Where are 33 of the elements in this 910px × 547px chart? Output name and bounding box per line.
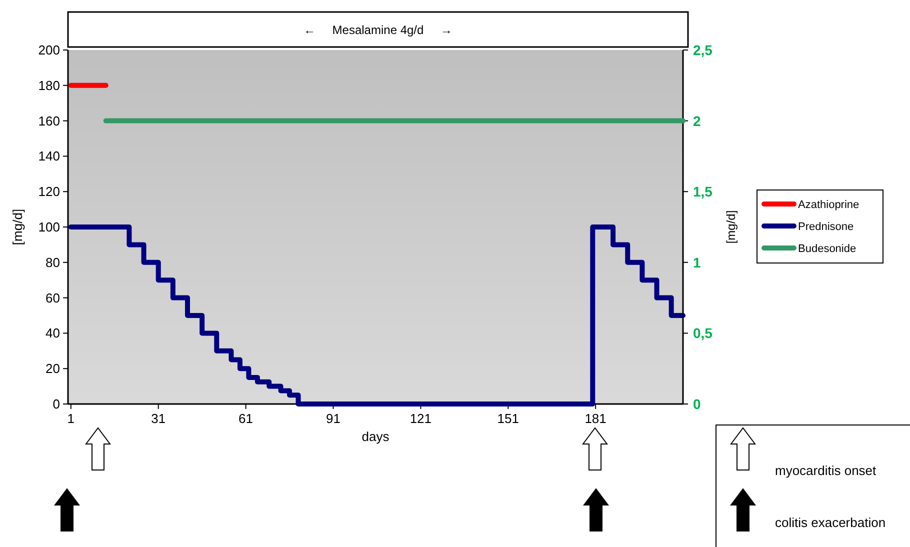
y-tick-label: 140 xyxy=(38,148,60,164)
chart-title: ← Mesalamine 4g/d → xyxy=(304,23,452,37)
y2-tick-label: 2 xyxy=(693,112,701,129)
x-tick-label: 181 xyxy=(584,411,606,426)
y2-tick-label: 0 xyxy=(693,396,701,412)
y2-tick-label: 2,5 xyxy=(693,42,713,58)
legend-label: Azathioprine xyxy=(798,199,860,211)
y2-tick-label: 0,5 xyxy=(693,325,713,342)
y2-axis-title: [mg/d] xyxy=(724,210,738,244)
legend-label: Budesonide xyxy=(798,243,856,255)
y-tick-label: 60 xyxy=(46,290,60,306)
text: myocarditis onset xyxy=(775,463,877,478)
y2-tick-label: 1 xyxy=(693,254,701,270)
y-tick-label: 100 xyxy=(38,220,60,234)
y-tick-label: 200 xyxy=(38,42,60,58)
x-tick-label: 31 xyxy=(151,411,166,426)
y-tick-label: 20 xyxy=(46,361,60,376)
y-tick-label: 40 xyxy=(46,326,60,341)
legend-label: Prednisone xyxy=(798,221,854,233)
y-tick-label: 120 xyxy=(38,184,60,200)
x-tick-label: 61 xyxy=(238,411,254,426)
y-axis-title: [mg/d] xyxy=(10,208,25,246)
y-tick-label: 0 xyxy=(52,396,60,412)
text: colitis exacerbation xyxy=(775,515,886,530)
x-axis-title: days xyxy=(362,429,390,444)
x-tick-label: 91 xyxy=(326,411,340,426)
x-tick-label: 151 xyxy=(497,411,519,426)
y-tick-label: 180 xyxy=(38,78,60,93)
x-tick-label: 1 xyxy=(67,411,75,426)
y-tick-label: 160 xyxy=(38,113,60,128)
x-tick-label: 121 xyxy=(410,411,432,426)
y2-tick-label: 1,5 xyxy=(693,184,713,200)
y-tick-label: 80 xyxy=(46,254,60,270)
